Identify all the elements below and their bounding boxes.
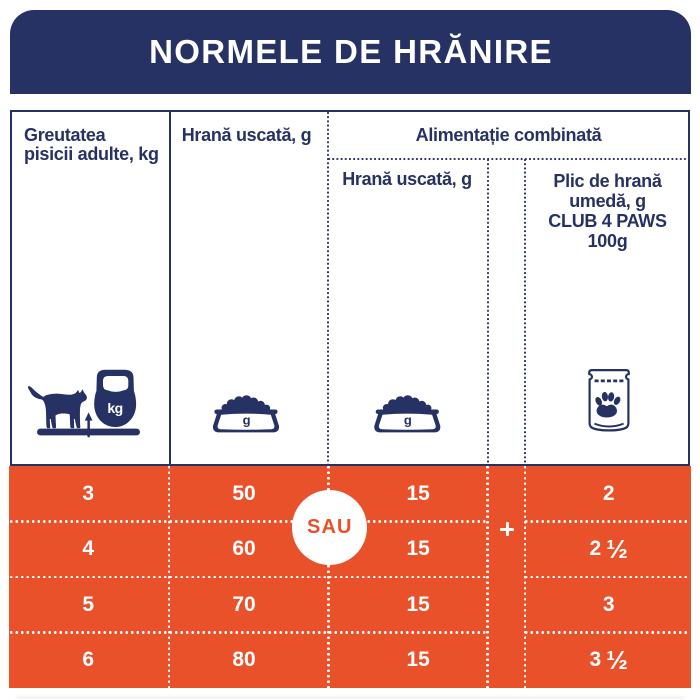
svg-text:kg: kg (107, 400, 122, 416)
